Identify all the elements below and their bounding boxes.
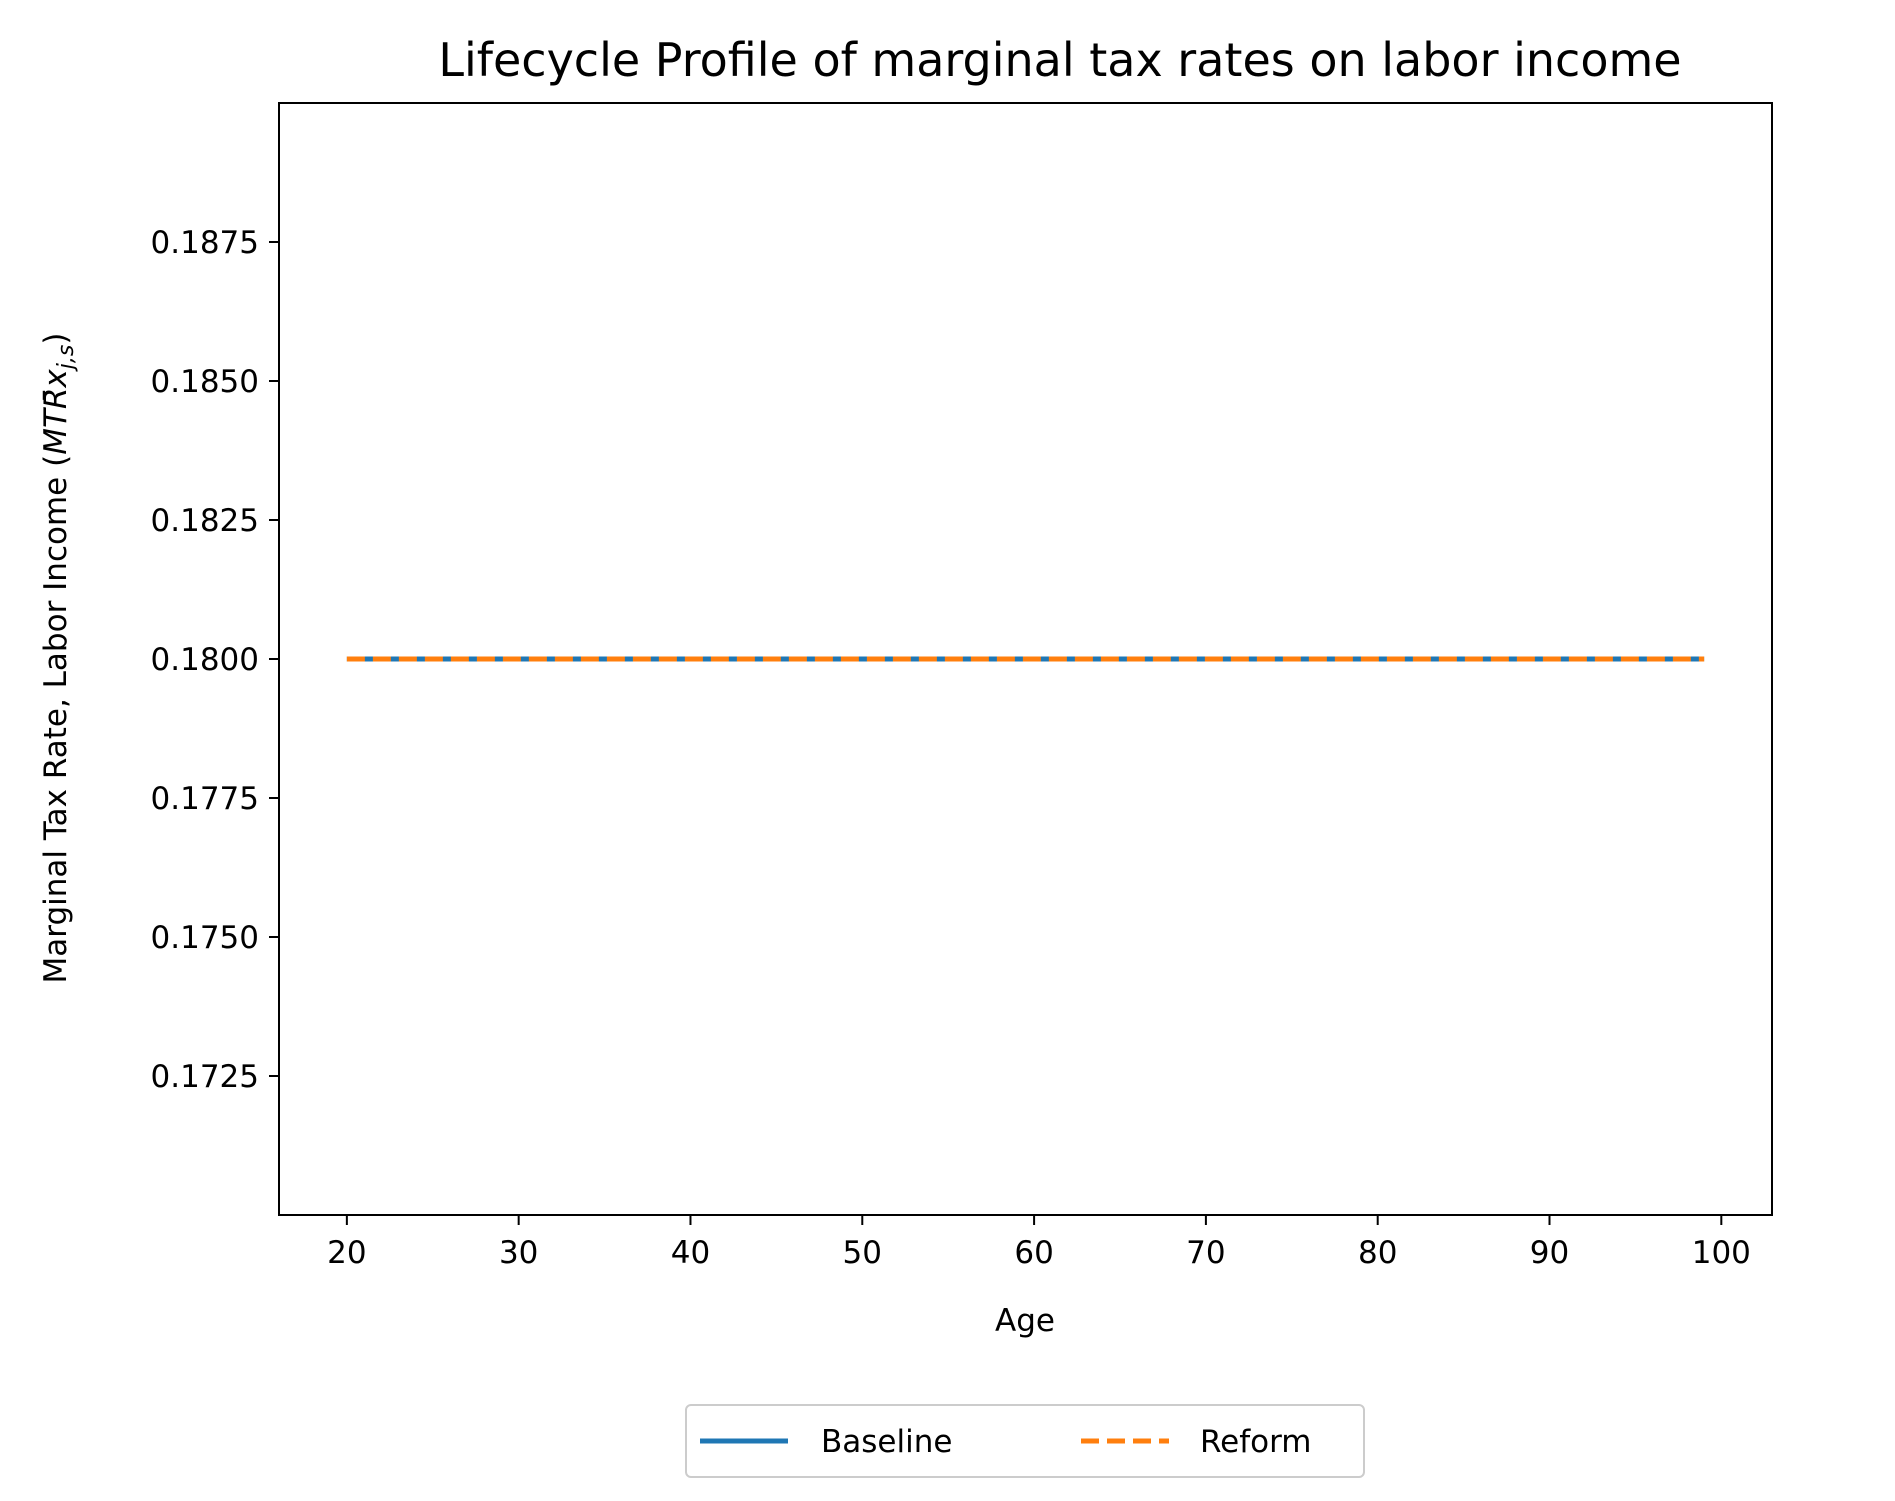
y-tick-label: 0.1850 bbox=[151, 364, 259, 400]
x-tick-label: 40 bbox=[671, 1235, 710, 1271]
y-tick-label: 0.1750 bbox=[151, 920, 259, 956]
y-axis-label-close: ) bbox=[38, 333, 74, 345]
x-tick-label: 60 bbox=[1014, 1235, 1053, 1271]
y-axis-label-subscript: j,s bbox=[54, 345, 79, 373]
y-axis-label: Marginal Tax Rate, Labor Income (MTR̄xj,… bbox=[38, 333, 79, 984]
y-axis: 0.1725 0.1750 0.1775 0.1800 0.1825 0.1850 0.18… bbox=[151, 225, 279, 1095]
legend-label-reform: Reform bbox=[1200, 1424, 1312, 1460]
y-axis-label-symbol: MT bbox=[38, 407, 74, 455]
legend-frame bbox=[685, 1404, 1365, 1478]
y-tick-label: 0.1800 bbox=[151, 642, 259, 678]
y-axis-label-text: Marginal Tax Rate, Labor Income bbox=[38, 477, 74, 984]
x-tick-label: 70 bbox=[1186, 1235, 1225, 1271]
x-tick-label: 100 bbox=[1692, 1235, 1751, 1271]
x-axis-label: Age bbox=[995, 1303, 1055, 1339]
y-axis-label-variable: x bbox=[38, 369, 74, 389]
x-tick-label: 90 bbox=[1530, 1235, 1569, 1271]
chart-title: Lifecycle Profile of marginal tax rates … bbox=[438, 33, 1681, 87]
x-tick-label: 20 bbox=[327, 1235, 366, 1271]
legend-label-baseline: Baseline bbox=[821, 1424, 952, 1460]
y-tick-label: 0.1875 bbox=[151, 225, 259, 261]
y-axis-label-open: ( bbox=[38, 455, 74, 467]
y-axis-label-accent-letter: R bbox=[38, 388, 74, 410]
x-axis: 20 30 40 50 60 70 80 90 100 bbox=[327, 1215, 1751, 1271]
legend-items: Baseline Reform bbox=[700, 1424, 1312, 1460]
x-tick-label: 30 bbox=[499, 1235, 538, 1271]
y-tick-label: 0.1725 bbox=[151, 1059, 259, 1095]
x-tick-label: 50 bbox=[843, 1235, 882, 1271]
y-tick-label: 0.1825 bbox=[151, 503, 259, 539]
plot-area bbox=[278, 102, 1773, 1216]
y-tick-label: 0.1775 bbox=[151, 781, 259, 817]
legend: Baseline Reform bbox=[685, 1404, 1365, 1478]
x-tick-label: 80 bbox=[1358, 1235, 1397, 1271]
